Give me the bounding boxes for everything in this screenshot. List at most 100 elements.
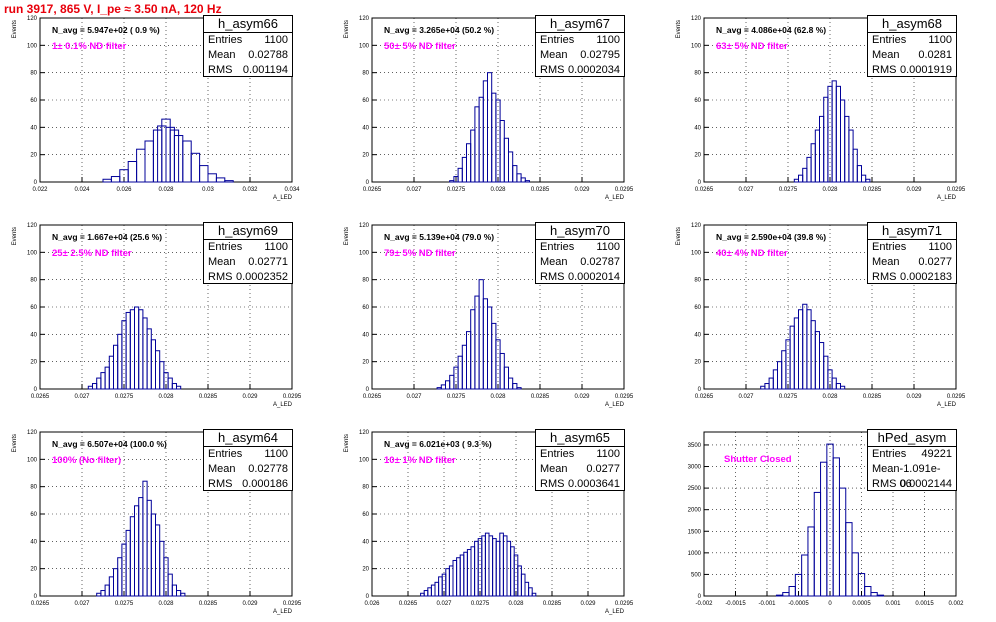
stats-label: Mean bbox=[208, 463, 236, 475]
histogram-bin bbox=[108, 576, 115, 597]
x-tick-label: 0.0265 bbox=[695, 187, 714, 193]
x-tick-label: 0.028 bbox=[822, 187, 838, 193]
x-axis-label: A_LED bbox=[273, 609, 293, 615]
histogram-bin bbox=[844, 115, 850, 183]
x-tick-label: 0.029 bbox=[906, 187, 922, 193]
y-tick-label: 20 bbox=[30, 567, 37, 573]
y-tick-label: 40 bbox=[694, 125, 701, 131]
x-axis-label: A_LED bbox=[605, 609, 625, 615]
stats-value: 0.02795 bbox=[580, 49, 620, 61]
x-tick-label: 0.0285 bbox=[863, 187, 882, 193]
y-tick-label: 60 bbox=[30, 305, 37, 311]
y-tick-label: 0 bbox=[34, 180, 38, 186]
y-tick-label: 100 bbox=[691, 43, 702, 49]
filter-label: 50± 5% ND filter bbox=[384, 41, 456, 52]
navg-label: N_avg = 3.265e+04 (50.2 %) bbox=[384, 25, 495, 35]
stats-row-entries: Entries 1100 bbox=[204, 33, 292, 48]
histogram-bin bbox=[113, 568, 119, 597]
x-tick-label: 0.027 bbox=[436, 601, 452, 607]
filter-label: 1± 0.1% ND filter bbox=[52, 41, 127, 52]
histogram-bin bbox=[503, 137, 510, 183]
x-tick-label: 0.028 bbox=[508, 601, 524, 607]
y-tick-label: 120 bbox=[691, 16, 702, 22]
histogram-bin bbox=[775, 594, 784, 597]
histogram-bin bbox=[144, 140, 154, 183]
histogram-plot: 0.0265 0.027 0.0275 0.028 0.0285 0.029 0.0295 0… bbox=[676, 223, 966, 408]
y-tick-label: 80 bbox=[30, 278, 37, 284]
y-tick-label: 80 bbox=[30, 71, 37, 77]
histogram-bin bbox=[512, 165, 518, 183]
y-tick-label: 60 bbox=[362, 305, 369, 311]
y-tick-label: 20 bbox=[694, 153, 701, 159]
histogram-bin bbox=[478, 279, 484, 390]
histogram-bin bbox=[449, 180, 455, 183]
x-tick-label: 0.0015 bbox=[915, 601, 934, 607]
histogram-name: h_asym64 bbox=[204, 430, 292, 447]
stats-box: h_asym70 Entries 1100 Mean 0.02787 RMS 0.00020… bbox=[535, 222, 625, 284]
x-tick-label: 0.0265 bbox=[695, 394, 714, 400]
x-tick-label: 0.0265 bbox=[363, 394, 382, 400]
y-tick-label: 40 bbox=[694, 332, 701, 338]
y-tick-label: 120 bbox=[359, 223, 370, 229]
histogram-bin bbox=[117, 557, 123, 597]
stats-value: 0.02788 bbox=[248, 49, 288, 61]
histogram-bin bbox=[848, 129, 854, 183]
x-tick-label: 0.0275 bbox=[115, 601, 134, 607]
stats-box: h_asym65 Entries 1100 Mean 0.0277 RMS 0.000364… bbox=[535, 429, 625, 491]
histogram-bin bbox=[512, 383, 518, 390]
stats-value: 0.0277 bbox=[918, 256, 952, 268]
histogram-bin bbox=[440, 384, 447, 390]
histogram-bin bbox=[125, 529, 131, 597]
histogram-bin bbox=[793, 178, 800, 183]
x-tick-label: 0.029 bbox=[580, 601, 596, 607]
y-tick-label: 20 bbox=[362, 153, 369, 159]
filter-label: Shutter Closed bbox=[724, 454, 792, 465]
histogram-bin bbox=[864, 586, 872, 597]
histogram-bin bbox=[470, 546, 476, 597]
histogram-bin bbox=[110, 176, 121, 183]
stats-value: 1100 bbox=[596, 34, 620, 46]
stats-row-rms: RMS 0.0002034 bbox=[536, 63, 624, 78]
stats-row-mean: Mean -1.091e-06 bbox=[868, 462, 956, 490]
histogram-bin bbox=[452, 559, 458, 597]
y-tick-label: 0 bbox=[366, 180, 370, 186]
histogram-bin bbox=[100, 372, 106, 390]
x-tick-label: 0.0275 bbox=[115, 394, 134, 400]
histogram-bin bbox=[155, 524, 161, 597]
histogram-bin bbox=[806, 156, 812, 183]
x-tick-label: 0.028 bbox=[490, 394, 506, 400]
stats-label: Entries bbox=[208, 448, 243, 460]
histogram-bin bbox=[832, 457, 840, 597]
y-tick-label: 3500 bbox=[688, 443, 702, 449]
histogram-bin bbox=[840, 385, 846, 390]
histogram-bin bbox=[782, 592, 790, 597]
stats-label: RMS bbox=[208, 64, 233, 76]
histogram-bin bbox=[146, 499, 152, 597]
histogram-bin bbox=[856, 165, 863, 183]
stats-box: h_asym66 Entries 1100 Mean 0.02788 RMS 0.00119… bbox=[203, 15, 293, 77]
stats-label: Mean bbox=[540, 49, 568, 61]
stats-value: 0.001194 bbox=[242, 64, 288, 76]
histogram-bin bbox=[129, 516, 136, 597]
histogram-bin bbox=[461, 344, 468, 390]
histogram-bin bbox=[499, 532, 504, 597]
histogram-bin bbox=[436, 387, 442, 390]
y-tick-label: 40 bbox=[30, 125, 37, 131]
stats-value: 0.0003641 bbox=[568, 478, 620, 490]
y-tick-label: 40 bbox=[362, 539, 369, 545]
y-tick-label: 1000 bbox=[688, 551, 702, 557]
y-axis-label: Events bbox=[344, 434, 350, 452]
histogram-bin bbox=[524, 180, 531, 183]
navg-label: N_avg = 6.021e+03 ( 9.3 %) bbox=[384, 439, 492, 449]
histogram-bin bbox=[838, 487, 847, 597]
histogram-bin bbox=[870, 592, 878, 597]
histogram-bin bbox=[495, 99, 501, 183]
histogram-bin bbox=[820, 461, 828, 597]
filter-label: 25± 2.5% ND filter bbox=[52, 248, 132, 259]
histogram-panel-h_asym70: 0.0265 0.027 0.0275 0.028 0.0285 0.029 0.0295 0… bbox=[332, 207, 664, 414]
stats-row-entries: Entries 1100 bbox=[536, 33, 624, 48]
x-tick-label: 0.0265 bbox=[31, 394, 50, 400]
histogram-bin bbox=[845, 522, 853, 597]
x-tick-label: -0.0015 bbox=[725, 601, 746, 607]
histogram-bin bbox=[516, 387, 522, 390]
